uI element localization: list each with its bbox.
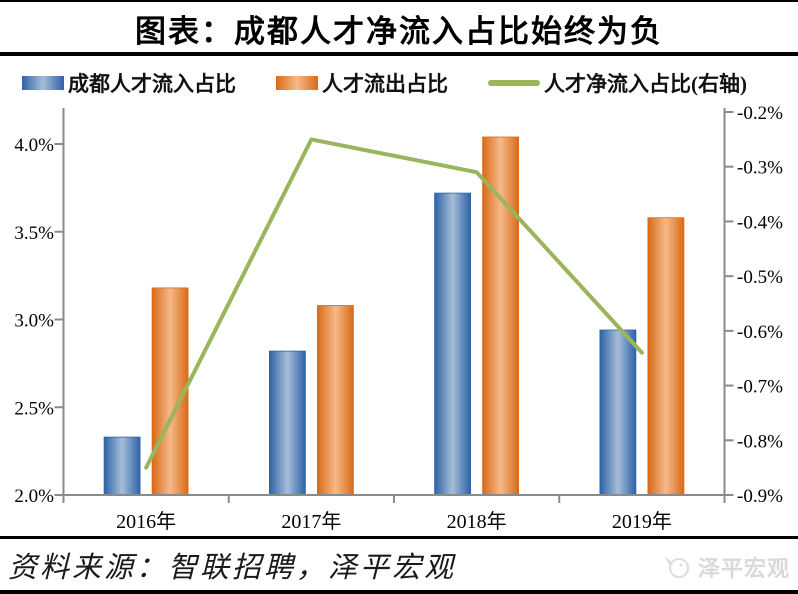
bar-inflow-2016年 <box>103 436 141 496</box>
watermark-text: 泽平宏观 <box>697 556 790 581</box>
legend-item-netflow: 人才净流入占比(右轴) <box>488 68 747 98</box>
legend-item-outflow: 人才流出占比 <box>276 68 448 98</box>
title-divider <box>0 52 798 56</box>
source-note: 资料来源：智联招聘，泽平宏观 <box>8 552 457 584</box>
right-axis-label: -0.2% <box>737 103 783 124</box>
right-axis-label: -0.5% <box>737 267 783 288</box>
right-axis-label: -0.7% <box>737 377 783 398</box>
net-inflow-line <box>144 137 644 470</box>
right-axis-label: -0.9% <box>737 486 783 507</box>
netflow-line-swatch-icon <box>488 80 540 86</box>
legend: 成都人才流入占比 人才流出占比 人才净流入占比(右轴) <box>22 64 798 102</box>
legend-label-netflow: 人才净流入占比(右轴) <box>544 72 747 96</box>
watermark: 泽平宏观 <box>662 551 790 583</box>
footer-divider <box>0 536 798 539</box>
bar-outflow-2018年 <box>482 136 520 496</box>
left-axis-label: 3.5% <box>14 223 54 244</box>
inflow-swatch-icon <box>22 76 64 90</box>
bar-outflow-2019年 <box>647 217 685 496</box>
legend-label-outflow: 人才流出占比 <box>322 72 448 96</box>
left-axis-label: 2.0% <box>14 486 54 507</box>
chart-title: 图表：成都人才净流入占比始终为负 <box>135 14 663 49</box>
bar-outflow-2016年 <box>151 287 189 496</box>
right-axis-label: -0.4% <box>737 212 783 233</box>
x-axis-label: 2019年 <box>612 510 672 533</box>
bar-inflow-2019年 <box>599 329 637 496</box>
x-axis-label: 2017年 <box>281 510 341 533</box>
left-axis-label: 4.0% <box>14 135 54 156</box>
bottom-border <box>0 590 798 594</box>
legend-label-inflow: 成都人才流入占比 <box>68 72 236 96</box>
x-axis-label: 2016年 <box>116 510 176 533</box>
right-axis-label: -0.6% <box>737 322 783 343</box>
right-axis-label: -0.3% <box>737 158 783 179</box>
bar-outflow-2017年 <box>316 305 354 496</box>
outflow-swatch-icon <box>276 76 318 90</box>
left-axis-label: 3.0% <box>14 311 54 332</box>
right-axis-label: -0.8% <box>737 431 783 452</box>
legend-item-inflow: 成都人才流入占比 <box>22 68 236 98</box>
top-border <box>0 0 798 2</box>
left-axis-label: 2.5% <box>14 398 54 419</box>
bar-inflow-2017年 <box>268 350 306 496</box>
x-axis-label: 2018年 <box>447 510 507 533</box>
bar-inflow-2018年 <box>434 192 472 496</box>
zeping-logo-icon <box>663 556 689 578</box>
